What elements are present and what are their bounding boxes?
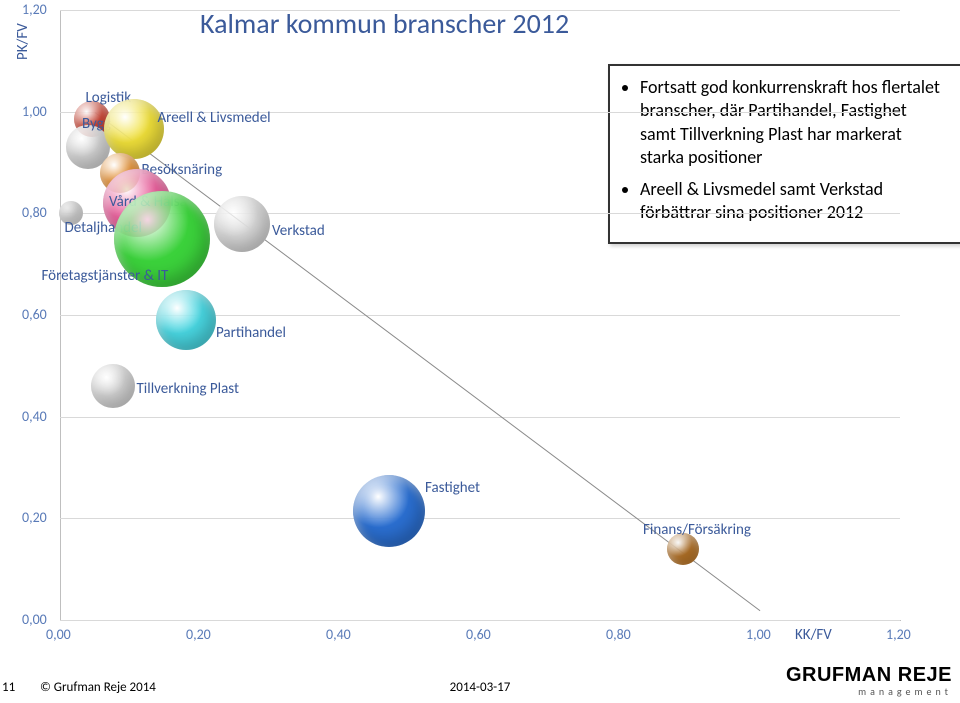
bubble-label: Finans/Försäkring bbox=[643, 521, 751, 539]
logo-sub: management bbox=[786, 687, 952, 697]
x-tick-label: 0,60 bbox=[466, 626, 491, 643]
y-tick-label: 1,20 bbox=[22, 1, 47, 18]
bubble-label: Areell & Livsmedel bbox=[158, 109, 271, 127]
x-tick-label: 1,00 bbox=[746, 626, 771, 643]
bubble-label: Fastighet bbox=[425, 479, 480, 497]
y-tick-label: 1,00 bbox=[22, 103, 47, 120]
h-gridline bbox=[60, 518, 900, 519]
logo-main: GRUFMAN REJE bbox=[786, 665, 952, 685]
chart-container: Kalmar kommun branscher 2012 PK/FV Forts… bbox=[0, 0, 960, 703]
notes-box: Fortsatt god konkurrenskraft hos flertal… bbox=[608, 64, 960, 244]
footer-copyright: © Grufman Reje 2014 bbox=[40, 680, 156, 695]
x-tick-label: 0,20 bbox=[186, 626, 211, 643]
y-tick-label: 0,80 bbox=[22, 204, 47, 221]
x-tick-label: 1,20 bbox=[886, 626, 911, 643]
y-tick-label: 0,60 bbox=[22, 306, 47, 323]
x-axis-label: KK/FV bbox=[795, 626, 832, 644]
x-tick-label: 0,00 bbox=[46, 626, 71, 643]
x-tick-label: 0,40 bbox=[326, 626, 351, 643]
bubble bbox=[104, 99, 164, 159]
bubble bbox=[156, 290, 216, 350]
bubble bbox=[353, 475, 425, 547]
h-gridline bbox=[60, 10, 900, 11]
note-item: Fortsatt god konkurrenskraft hos flertal… bbox=[640, 76, 946, 170]
h-gridline bbox=[60, 417, 900, 418]
y-axis-label: PK/FV bbox=[14, 23, 32, 60]
bubble-label: Företagstjänster & IT bbox=[42, 267, 169, 285]
bubble-label: Partihandel bbox=[216, 324, 286, 342]
y-tick-label: 0,40 bbox=[22, 408, 47, 425]
h-gridline bbox=[60, 620, 900, 621]
y-tick-label: 0,20 bbox=[22, 509, 47, 526]
bubble-label: Verkstad bbox=[272, 222, 325, 240]
bubble bbox=[91, 364, 135, 408]
bubble-label: Tillverkning Plast bbox=[137, 380, 240, 398]
logo: GRUFMAN REJE management bbox=[786, 665, 952, 697]
bubble bbox=[214, 196, 270, 252]
x-tick-label: 0,80 bbox=[606, 626, 631, 643]
footer-date: 2014-03-17 bbox=[450, 680, 511, 695]
y-tick-label: 0,00 bbox=[22, 611, 47, 628]
note-item: Areell & Livsmedel samt Verkstad förbätt… bbox=[640, 178, 946, 225]
page-number: 11 bbox=[2, 680, 15, 695]
